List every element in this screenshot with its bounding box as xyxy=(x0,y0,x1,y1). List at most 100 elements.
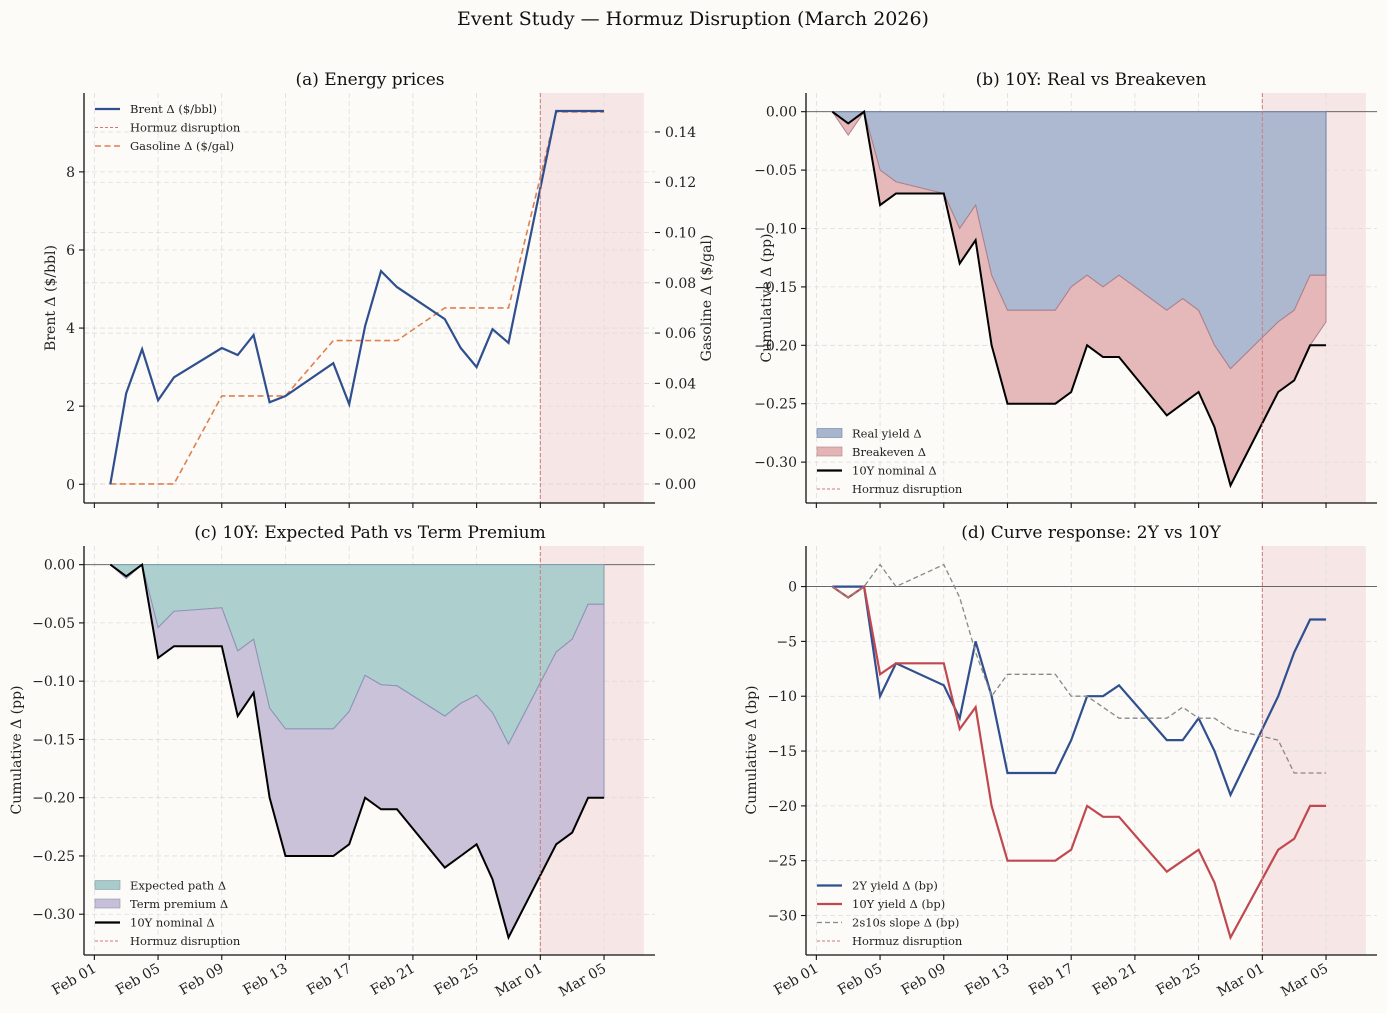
line-2s10s-slope xyxy=(831,563,1326,774)
y-tick-label: 4 xyxy=(66,321,75,337)
y2-tick-label: 0.04 xyxy=(665,376,696,392)
line-2y-yield xyxy=(832,585,1326,798)
x-tick-label: Mar 01 xyxy=(1215,961,1268,1001)
panel-b-ylabel: Cumulative Δ (pp) xyxy=(759,233,775,362)
legend-item: 10Y nominal Δ xyxy=(95,916,215,930)
legend-label: 10Y nominal Δ xyxy=(130,916,215,930)
legend-label: 10Y yield Δ (bp) xyxy=(852,897,945,911)
y-tick-label: 2 xyxy=(66,399,75,415)
x-tick-label: Feb 17 xyxy=(1026,961,1076,999)
legend-item: Breakeven Δ xyxy=(816,445,926,459)
x-tick-label: Feb 21 xyxy=(1090,961,1140,999)
x-tick-label: Feb 05 xyxy=(835,961,885,999)
legend-item: Hormuz disruption xyxy=(817,934,963,948)
legend-item: Brent Δ ($/bbl) xyxy=(95,102,217,116)
y-tick-label: 0.00 xyxy=(766,105,797,121)
legend-label: Breakeven Δ xyxy=(852,445,926,459)
panel-a-title: (a) Energy prices xyxy=(296,70,445,90)
x-tick-label: Mar 01 xyxy=(493,961,546,1001)
legend-item: Hormuz disruption xyxy=(817,482,963,496)
y-tick-label: −0.10 xyxy=(754,221,797,237)
panel-d-ylabel: Cumulative Δ (bp) xyxy=(744,685,760,814)
y-tick-label: 6 xyxy=(66,243,75,259)
panel-b-title: (b) 10Y: Real vs Breakeven xyxy=(976,70,1207,90)
y-tick-label: 0.00 xyxy=(44,558,75,574)
y-tick-label: 0 xyxy=(788,580,797,596)
x-tick-label: Feb 09 xyxy=(177,961,227,999)
legend-label: Term premium Δ xyxy=(130,897,228,911)
legend-label: Expected path Δ xyxy=(130,879,226,893)
y-tick-label: −5 xyxy=(776,634,797,650)
panel-d-title: (d) Curve response: 2Y vs 10Y xyxy=(961,523,1221,543)
y-tick-label: −0.05 xyxy=(32,616,75,632)
panel-a-y2label: Gasoline Δ ($/gal) xyxy=(699,235,715,362)
line-10y-nominal xyxy=(831,109,1326,489)
legend-item: Expected path Δ xyxy=(94,879,226,893)
panel-a-ylabel: Brent Δ ($/bbl) xyxy=(43,245,59,351)
y-tick-label: −0.25 xyxy=(754,397,797,413)
y-tick-label: −15 xyxy=(767,744,797,760)
y2-tick-label: 0.12 xyxy=(665,175,696,191)
event-window-shade xyxy=(1262,546,1366,955)
x-tick-label: Feb 13 xyxy=(963,961,1013,999)
panel-expected-vs-term-premium: (c) 10Y: Expected Path vs Term Premium 0… xyxy=(9,523,655,1000)
x-tick-label: Feb 21 xyxy=(368,961,418,999)
y2-tick-label: 0.06 xyxy=(665,326,696,342)
legend-swatch xyxy=(816,446,843,457)
y2-tick-label: 0.10 xyxy=(665,226,696,242)
legend-item: Real yield Δ xyxy=(816,427,922,441)
legend-label: Gasoline Δ ($/gal) xyxy=(130,139,234,153)
y-tick-label: −0.25 xyxy=(32,849,75,865)
legend-swatch xyxy=(94,880,121,890)
y-tick-label: −0.15 xyxy=(754,280,797,296)
x-tick-label: Feb 01 xyxy=(771,961,821,999)
legend-swatch xyxy=(94,898,121,909)
legend-item: 10Y yield Δ (bp) xyxy=(817,897,945,911)
y-tick-label: −20 xyxy=(767,799,797,815)
y-tick-label: −30 xyxy=(767,909,797,925)
y2-tick-label: 0.14 xyxy=(665,125,696,141)
y-tick-label: −0.05 xyxy=(754,163,797,179)
y-tick-label: −0.20 xyxy=(754,338,797,354)
legend-item: Term premium Δ xyxy=(94,897,228,911)
y-tick-label: −10 xyxy=(767,689,797,705)
y-tick-label: 8 xyxy=(66,165,75,181)
x-tick-label: Feb 25 xyxy=(432,961,482,999)
x-tick-label: Feb 09 xyxy=(899,961,949,999)
legend-label: Hormuz disruption xyxy=(852,482,963,496)
legend-item: Hormuz disruption xyxy=(95,121,241,135)
legend-label: Hormuz disruption xyxy=(852,934,963,948)
x-tick-label: Feb 13 xyxy=(241,961,291,999)
x-tick-label: Mar 05 xyxy=(556,961,609,1001)
y2-tick-label: 0.08 xyxy=(665,276,696,292)
legend-label: 2Y yield Δ (bp) xyxy=(852,879,938,893)
legend-label: Brent Δ ($/bbl) xyxy=(130,102,217,116)
y-tick-label: −0.30 xyxy=(32,907,75,923)
legend-item: 2s10s slope Δ (bp) xyxy=(817,916,959,930)
line-brent xyxy=(109,109,604,485)
legend-swatch xyxy=(816,428,843,438)
x-tick-label: Feb 25 xyxy=(1154,961,1204,999)
panel-c-title: (c) 10Y: Expected Path vs Term Premium xyxy=(194,523,545,543)
panel-c-ylabel: Cumulative Δ (pp) xyxy=(9,685,25,814)
legend-label: 2s10s slope Δ (bp) xyxy=(852,916,959,930)
legend-label: Hormuz disruption xyxy=(130,121,241,135)
panel-curve-response: (d) Curve response: 2Y vs 10Y 0 −5 −10 −15 −… xyxy=(744,523,1377,1000)
legend-label: Real yield Δ xyxy=(852,427,922,441)
y2-tick-label: 0.00 xyxy=(665,477,696,493)
y-tick-label: 0 xyxy=(66,477,75,493)
legend-item: 10Y nominal Δ xyxy=(817,464,937,478)
x-tick-label: Feb 01 xyxy=(49,961,99,999)
line-10y-nominal xyxy=(109,562,604,941)
event-window-shade xyxy=(540,93,644,503)
legend-label: Hormuz disruption xyxy=(130,934,241,948)
legend-label: 10Y nominal Δ xyxy=(852,464,937,478)
panel-energy-prices: (a) Energy prices 0 2 4 6 8 0.00 0.02 0.04 0.06 0… xyxy=(43,70,715,508)
x-tick-label: Mar 05 xyxy=(1278,961,1331,1001)
y2-tick-label: 0.02 xyxy=(665,427,696,443)
line-gasoline xyxy=(110,111,604,485)
legend-item: Gasoline Δ ($/gal) xyxy=(95,139,234,153)
x-tick-label: Feb 17 xyxy=(304,961,354,999)
line-10y-yield xyxy=(831,584,1326,941)
